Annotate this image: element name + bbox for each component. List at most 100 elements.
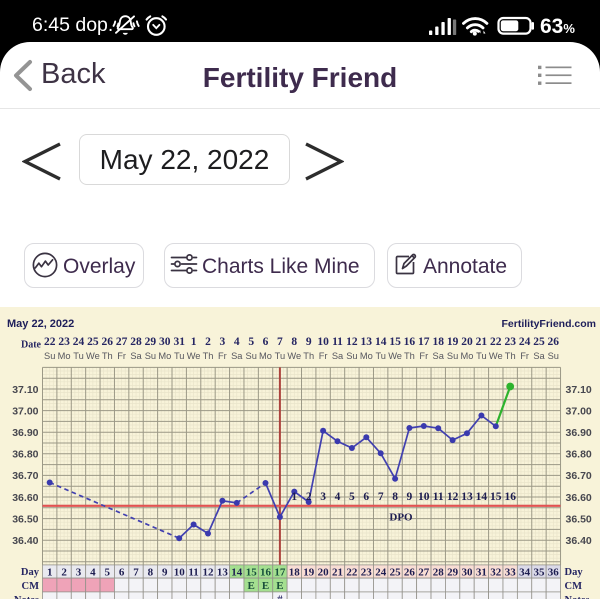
svg-text:5: 5 bbox=[349, 491, 355, 503]
svg-text:Notes: Notes bbox=[565, 595, 590, 599]
svg-text:37.00: 37.00 bbox=[12, 405, 38, 417]
svg-text:Th: Th bbox=[404, 351, 415, 361]
svg-text:36.70: 36.70 bbox=[12, 470, 38, 482]
svg-text:Sa: Sa bbox=[130, 351, 142, 361]
svg-text:36.50: 36.50 bbox=[12, 513, 38, 525]
svg-text:12: 12 bbox=[203, 566, 215, 578]
svg-text:36.80: 36.80 bbox=[12, 449, 38, 461]
svg-text:23: 23 bbox=[58, 336, 70, 348]
svg-text:4: 4 bbox=[90, 566, 96, 578]
svg-text:4: 4 bbox=[234, 336, 240, 348]
svg-text:28: 28 bbox=[433, 566, 445, 578]
svg-text:Mo: Mo bbox=[461, 351, 474, 361]
svg-text:7: 7 bbox=[378, 491, 384, 503]
svg-text:1: 1 bbox=[191, 336, 197, 348]
svg-text:10: 10 bbox=[317, 336, 329, 348]
svg-text:11: 11 bbox=[433, 491, 444, 503]
svg-text:16: 16 bbox=[260, 566, 272, 578]
svg-text:Th: Th bbox=[102, 351, 113, 361]
svg-text:Su: Su bbox=[346, 351, 357, 361]
svg-text:3: 3 bbox=[76, 566, 82, 578]
svg-text:Th: Th bbox=[203, 351, 214, 361]
svg-text:Fr: Fr bbox=[419, 351, 428, 361]
svg-text:12: 12 bbox=[447, 491, 459, 503]
svg-text:20: 20 bbox=[318, 566, 330, 578]
svg-text:6: 6 bbox=[263, 336, 269, 348]
svg-text:Sa: Sa bbox=[433, 351, 445, 361]
svg-text:17: 17 bbox=[418, 336, 430, 348]
svg-text:2: 2 bbox=[61, 566, 67, 578]
svg-text:30: 30 bbox=[159, 336, 171, 348]
svg-text:15: 15 bbox=[490, 491, 502, 503]
svg-text:Day: Day bbox=[21, 567, 40, 578]
svg-text:Mo: Mo bbox=[360, 351, 373, 361]
svg-text:9: 9 bbox=[306, 336, 312, 348]
svg-text:CM: CM bbox=[22, 581, 40, 592]
svg-text:15: 15 bbox=[246, 566, 258, 578]
svg-text:16: 16 bbox=[404, 336, 416, 348]
svg-text:36.70: 36.70 bbox=[566, 470, 592, 482]
svg-text:25: 25 bbox=[390, 566, 402, 578]
svg-text:32: 32 bbox=[490, 566, 502, 578]
svg-text:Fr: Fr bbox=[319, 351, 328, 361]
svg-text:10: 10 bbox=[418, 491, 430, 503]
svg-text:7: 7 bbox=[133, 566, 139, 578]
svg-text:15: 15 bbox=[389, 336, 401, 348]
svg-text:2: 2 bbox=[205, 336, 211, 348]
svg-text:E: E bbox=[276, 580, 283, 592]
svg-text:1: 1 bbox=[291, 491, 297, 503]
svg-text:Tu: Tu bbox=[174, 351, 185, 361]
svg-text:30: 30 bbox=[462, 566, 474, 578]
svg-text:34: 34 bbox=[519, 566, 531, 578]
svg-text:23: 23 bbox=[361, 566, 373, 578]
svg-text:24: 24 bbox=[375, 566, 387, 578]
svg-text:36.50: 36.50 bbox=[566, 513, 592, 525]
svg-text:1: 1 bbox=[47, 566, 53, 578]
svg-text:22: 22 bbox=[44, 336, 56, 348]
svg-text:We: We bbox=[86, 351, 100, 361]
svg-text:36.90: 36.90 bbox=[566, 427, 592, 439]
svg-text:We: We bbox=[187, 351, 201, 361]
svg-text:36.60: 36.60 bbox=[12, 492, 38, 504]
svg-text:#: # bbox=[277, 594, 283, 599]
svg-text:We: We bbox=[489, 351, 503, 361]
svg-text:9: 9 bbox=[407, 491, 413, 503]
svg-text:10: 10 bbox=[174, 566, 186, 578]
svg-text:Day: Day bbox=[565, 567, 584, 578]
svg-text:CM: CM bbox=[565, 581, 583, 592]
svg-text:23: 23 bbox=[504, 336, 516, 348]
svg-text:22: 22 bbox=[346, 566, 358, 578]
svg-text:20: 20 bbox=[461, 336, 473, 348]
svg-text:Fr: Fr bbox=[218, 351, 227, 361]
svg-text:May 22, 2022: May 22, 2022 bbox=[7, 318, 74, 330]
svg-text:36.80: 36.80 bbox=[566, 449, 592, 461]
svg-text:13: 13 bbox=[361, 336, 373, 348]
svg-text:Mo: Mo bbox=[259, 351, 272, 361]
svg-text:Tu: Tu bbox=[375, 351, 386, 361]
svg-text:3: 3 bbox=[320, 491, 326, 503]
svg-text:18: 18 bbox=[289, 566, 301, 578]
svg-text:E: E bbox=[248, 580, 255, 592]
svg-text:Mo: Mo bbox=[158, 351, 171, 361]
svg-text:Th: Th bbox=[303, 351, 314, 361]
svg-text:12: 12 bbox=[346, 336, 358, 348]
svg-text:Sa: Sa bbox=[533, 351, 545, 361]
svg-text:24: 24 bbox=[73, 336, 85, 348]
svg-text:13: 13 bbox=[217, 566, 229, 578]
svg-text:37.10: 37.10 bbox=[566, 384, 592, 396]
svg-text:11: 11 bbox=[332, 336, 343, 348]
svg-text:35: 35 bbox=[534, 566, 546, 578]
svg-text:36.60: 36.60 bbox=[566, 492, 592, 504]
svg-text:Th: Th bbox=[505, 351, 516, 361]
svg-text:29: 29 bbox=[145, 336, 157, 348]
svg-text:Tu: Tu bbox=[73, 351, 84, 361]
svg-text:Notes: Notes bbox=[14, 595, 39, 599]
svg-text:We: We bbox=[287, 351, 301, 361]
svg-text:26: 26 bbox=[548, 336, 560, 348]
svg-text:16: 16 bbox=[504, 491, 516, 503]
svg-text:19: 19 bbox=[303, 566, 315, 578]
svg-text:37.10: 37.10 bbox=[12, 384, 38, 396]
svg-text:Su: Su bbox=[447, 351, 458, 361]
svg-text:33: 33 bbox=[505, 566, 517, 578]
svg-text:FertilityFriend.com: FertilityFriend.com bbox=[501, 318, 596, 330]
